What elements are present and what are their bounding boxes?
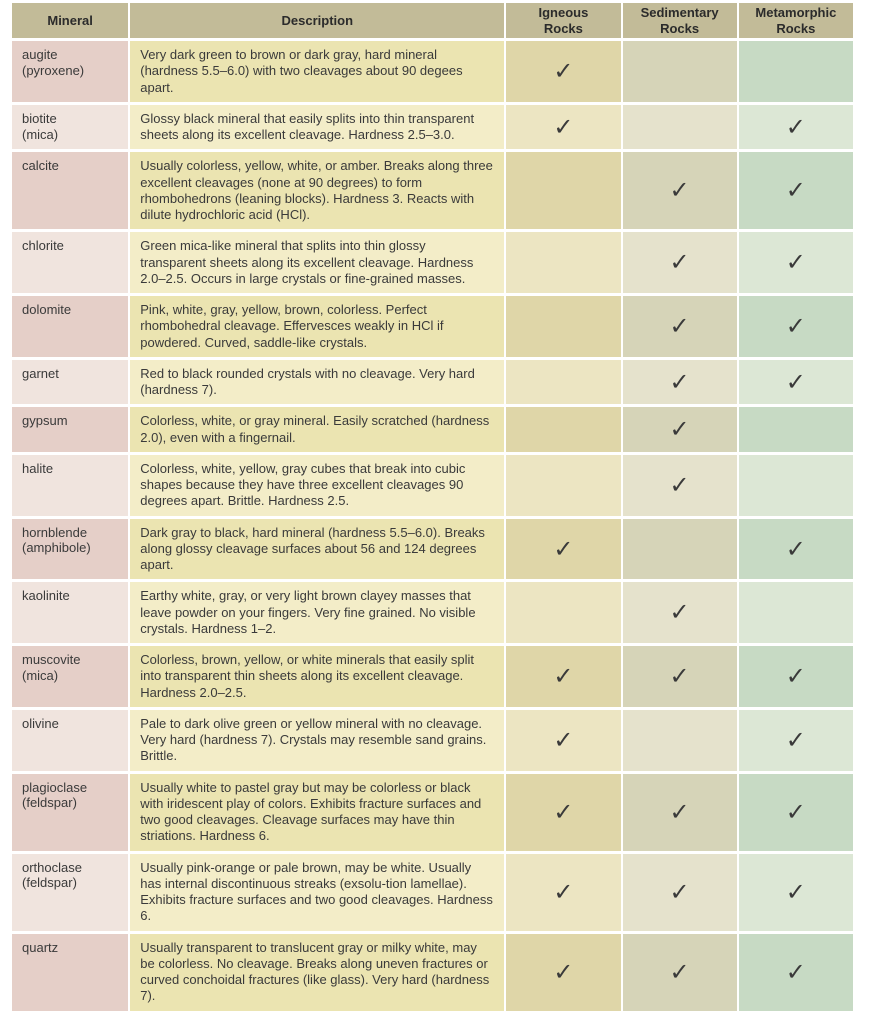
table-row: hornblende(amphibole)Dark gray to black,… [12,519,853,580]
metamorphic-cell [739,407,853,452]
igneous-cell: ✓ [506,774,620,851]
igneous-cell: ✓ [506,710,620,771]
header-row: Mineral Description IgneousRocks Sedimen… [12,3,853,38]
table-row: kaoliniteEarthy white, gray, or very lig… [12,582,853,643]
metamorphic-cell: ✓ [739,232,853,293]
table-row: calciteUsually colorless, yellow, white,… [12,152,853,229]
table-row: plagioclase(feldspar)Usually white to pa… [12,774,853,851]
mineral-cell: halite [12,455,128,516]
igneous-cell: ✓ [506,934,620,1011]
mineral-cell: biotite(mica) [12,105,128,150]
metamorphic-cell: ✓ [739,774,853,851]
mineral-cell: muscovite(mica) [12,646,128,707]
mineral-cell: quartz [12,934,128,1011]
header-ign: IgneousRocks [506,3,620,38]
sedimentary-cell: ✓ [623,232,737,293]
igneous-cell: ✓ [506,105,620,150]
igneous-cell [506,360,620,405]
igneous-cell: ✓ [506,41,620,102]
metamorphic-cell: ✓ [739,646,853,707]
mineral-cell: augite(pyroxene) [12,41,128,102]
table-row: muscovite(mica)Colorless, brown, yellow,… [12,646,853,707]
description-cell: Usually transparent to translucent gray … [130,934,504,1011]
table-row: biotite(mica)Glossy black mineral that e… [12,105,853,150]
mineral-cell: calcite [12,152,128,229]
metamorphic-cell: ✓ [739,360,853,405]
minerals-table: Mineral Description IgneousRocks Sedimen… [10,0,855,1014]
sedimentary-cell: ✓ [623,646,737,707]
table-row: dolomitePink, white, gray, yellow, brown… [12,296,853,357]
sedimentary-cell [623,105,737,150]
description-cell: Usually pink-orange or pale brown, may b… [130,854,504,931]
igneous-cell [506,455,620,516]
metamorphic-cell: ✓ [739,934,853,1011]
metamorphic-cell: ✓ [739,296,853,357]
description-cell: Colorless, white, or gray mineral. Easil… [130,407,504,452]
header-sed: SedimentaryRocks [623,3,737,38]
metamorphic-cell [739,455,853,516]
metamorphic-cell: ✓ [739,710,853,771]
metamorphic-cell [739,41,853,102]
metamorphic-cell: ✓ [739,105,853,150]
sedimentary-cell: ✓ [623,774,737,851]
description-cell: Usually white to pastel gray but may be … [130,774,504,851]
table-row: olivinePale to dark olive green or yello… [12,710,853,771]
mineral-cell: orthoclase(feldspar) [12,854,128,931]
table-body: augite(pyroxene)Very dark green to brown… [12,41,853,1011]
metamorphic-cell [739,582,853,643]
description-cell: Green mica-like mineral that splits into… [130,232,504,293]
metamorphic-cell: ✓ [739,519,853,580]
igneous-cell [506,232,620,293]
mineral-cell: garnet [12,360,128,405]
table-row: orthoclase(feldspar)Usually pink-orange … [12,854,853,931]
sedimentary-cell: ✓ [623,407,737,452]
metamorphic-cell: ✓ [739,152,853,229]
igneous-cell [506,152,620,229]
description-cell: Dark gray to black, hard mineral (hardne… [130,519,504,580]
description-cell: Pale to dark olive green or yellow miner… [130,710,504,771]
table-row: quartzUsually transparent to translucent… [12,934,853,1011]
description-cell: Usually colorless, yellow, white, or amb… [130,152,504,229]
table-row: garnetRed to black rounded crystals with… [12,360,853,405]
metamorphic-cell: ✓ [739,854,853,931]
mineral-cell: chlorite [12,232,128,293]
igneous-cell [506,582,620,643]
sedimentary-cell: ✓ [623,455,737,516]
sedimentary-cell: ✓ [623,296,737,357]
sedimentary-cell: ✓ [623,152,737,229]
mineral-cell: dolomite [12,296,128,357]
sedimentary-cell: ✓ [623,360,737,405]
mineral-cell: plagioclase(feldspar) [12,774,128,851]
igneous-cell [506,407,620,452]
description-cell: Earthy white, gray, or very light brown … [130,582,504,643]
igneous-cell: ✓ [506,519,620,580]
sedimentary-cell [623,519,737,580]
mineral-cell: olivine [12,710,128,771]
table-row: gypsumColorless, white, or gray mineral.… [12,407,853,452]
description-cell: Glossy black mineral that easily splits … [130,105,504,150]
table-row: haliteColorless, white, yellow, gray cub… [12,455,853,516]
mineral-cell: kaolinite [12,582,128,643]
description-cell: Pink, white, gray, yellow, brown, colorl… [130,296,504,357]
sedimentary-cell [623,41,737,102]
sedimentary-cell [623,710,737,771]
header-mineral: Mineral [12,3,128,38]
description-cell: Red to black rounded crystals with no cl… [130,360,504,405]
header-met: MetamorphicRocks [739,3,853,38]
table-row: augite(pyroxene)Very dark green to brown… [12,41,853,102]
igneous-cell: ✓ [506,854,620,931]
mineral-cell: gypsum [12,407,128,452]
description-cell: Very dark green to brown or dark gray, h… [130,41,504,102]
header-desc: Description [130,3,504,38]
description-cell: Colorless, brown, yellow, or white miner… [130,646,504,707]
description-cell: Colorless, white, yellow, gray cubes tha… [130,455,504,516]
sedimentary-cell: ✓ [623,582,737,643]
sedimentary-cell: ✓ [623,934,737,1011]
igneous-cell [506,296,620,357]
table-row: chloriteGreen mica-like mineral that spl… [12,232,853,293]
mineral-cell: hornblende(amphibole) [12,519,128,580]
sedimentary-cell: ✓ [623,854,737,931]
igneous-cell: ✓ [506,646,620,707]
